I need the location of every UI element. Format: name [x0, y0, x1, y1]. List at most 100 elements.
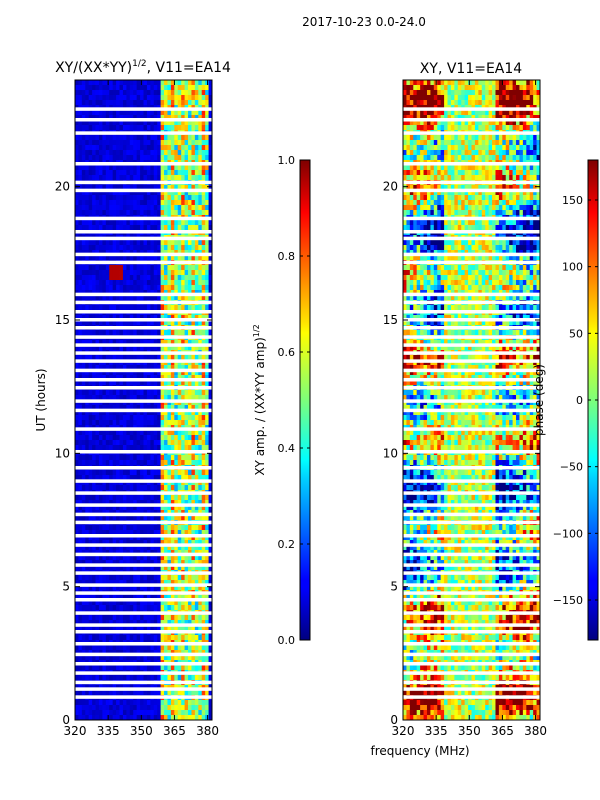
- amplitude-cell: [78, 275, 83, 281]
- amplitude-cell: [170, 210, 175, 216]
- amplitude-cell: [157, 315, 162, 321]
- amplitude-cell: [140, 405, 144, 411]
- amplitude-cell: [201, 470, 206, 476]
- amplitude-cell: [112, 380, 117, 386]
- amplitude-cell: [136, 560, 141, 566]
- amplitude-cell: [119, 395, 124, 401]
- amplitude-cell: [174, 500, 179, 506]
- amplitude-cell: [95, 690, 100, 696]
- amplitude-cell: [129, 675, 134, 681]
- amplitude-cell: [122, 525, 127, 531]
- amplitude-cell: [122, 445, 127, 451]
- amplitude-cell: [102, 440, 107, 446]
- amplitude-cell: [129, 285, 134, 291]
- amplitude-cell: [184, 100, 189, 106]
- amplitude-cell: [181, 280, 185, 286]
- amplitude-cell: [133, 150, 138, 156]
- amplitude-cell: [150, 175, 155, 181]
- amplitude-cell: [129, 605, 134, 611]
- amplitude-cell: [170, 545, 175, 551]
- amplitude-cell: [153, 700, 158, 706]
- amplitude-cell: [105, 560, 110, 566]
- amplitude-cell: [129, 525, 134, 531]
- amplitude-cell: [170, 205, 175, 211]
- amplitude-cell: [181, 285, 185, 291]
- amplitude-cell: [95, 675, 100, 681]
- amplitude-cell: [112, 390, 117, 396]
- amplitude-cell: [201, 245, 206, 251]
- amplitude-cell: [109, 700, 114, 706]
- amplitude-cell: [164, 150, 168, 156]
- amplitude-cell: [146, 615, 151, 621]
- amplitude-cell: [102, 675, 107, 681]
- amplitude-cell: [201, 135, 206, 141]
- amplitude-cell: [188, 375, 192, 381]
- amplitude-cell: [146, 395, 151, 401]
- amplitude-cell: [78, 605, 83, 611]
- amplitude-cell: [119, 475, 124, 481]
- amplitude-cell: [102, 150, 107, 156]
- amplitude-cell: [167, 125, 172, 131]
- amplitude-cell: [205, 595, 209, 601]
- amplitude-cell: [208, 470, 212, 476]
- amplitude-cell: [129, 505, 134, 511]
- amplitude-cell: [126, 545, 131, 551]
- amplitude-cell: [136, 485, 141, 491]
- amplitude-cell: [191, 115, 196, 121]
- amplitude-cell: [102, 545, 107, 551]
- amplitude-cell: [188, 600, 192, 606]
- amplitude-cell: [122, 620, 127, 626]
- amplitude-cell: [122, 530, 127, 536]
- amplitude-cell: [116, 380, 120, 386]
- amplitude-cell: [133, 555, 138, 561]
- amplitude-cell: [194, 430, 199, 436]
- amplitude-cell: [126, 355, 131, 361]
- amplitude-cell: [177, 410, 182, 416]
- amplitude-cell: [181, 365, 185, 371]
- amplitude-cell: [133, 220, 138, 226]
- amplitude-cell: [191, 110, 196, 116]
- amplitude-cell: [126, 620, 131, 626]
- amplitude-cell: [119, 240, 124, 246]
- amplitude-cell: [150, 375, 155, 381]
- amplitude-cell: [78, 220, 83, 226]
- amplitude-cell: [98, 100, 103, 106]
- amplitude-cell: [75, 225, 79, 231]
- amplitude-cell: [170, 690, 175, 696]
- amplitude-cell: [116, 585, 120, 591]
- amplitude-cell: [122, 475, 127, 481]
- amplitude-cell: [201, 370, 206, 376]
- amplitude-cell: [157, 100, 162, 106]
- amplitude-cell: [146, 515, 151, 521]
- amplitude-cell: [85, 665, 90, 671]
- amplitude-cell: [116, 365, 120, 371]
- amplitude-cell: [78, 675, 83, 681]
- amplitude-cell: [136, 135, 141, 141]
- amplitude-cell: [140, 585, 144, 591]
- amplitude-cell: [92, 560, 96, 566]
- amplitude-cell: [198, 100, 203, 106]
- amplitude-cell: [150, 100, 155, 106]
- amplitude-cell: [157, 155, 162, 161]
- amplitude-cell: [198, 370, 203, 376]
- amplitude-cell: [129, 580, 134, 586]
- amplitude-cell: [143, 305, 148, 311]
- amplitude-cell: [181, 585, 185, 591]
- amplitude-cell: [143, 80, 148, 86]
- amplitude-cell: [194, 535, 199, 541]
- amplitude-cell: [164, 545, 168, 551]
- amplitude-cell: [85, 265, 90, 271]
- amplitude-cell: [75, 80, 79, 86]
- amplitude-cell: [157, 530, 162, 536]
- amplitude-cell: [174, 435, 179, 441]
- amplitude-cell: [164, 135, 168, 141]
- amplitude-cell: [194, 445, 199, 451]
- amplitude-cell: [194, 365, 199, 371]
- amplitude-cell: [109, 575, 114, 581]
- amplitude-cell: [88, 560, 93, 566]
- amplitude-cell: [105, 635, 110, 641]
- amplitude-cell: [126, 185, 131, 191]
- amplitude-cell: [105, 140, 110, 146]
- amplitude-cell: [191, 270, 196, 276]
- amplitude-cell: [205, 370, 209, 376]
